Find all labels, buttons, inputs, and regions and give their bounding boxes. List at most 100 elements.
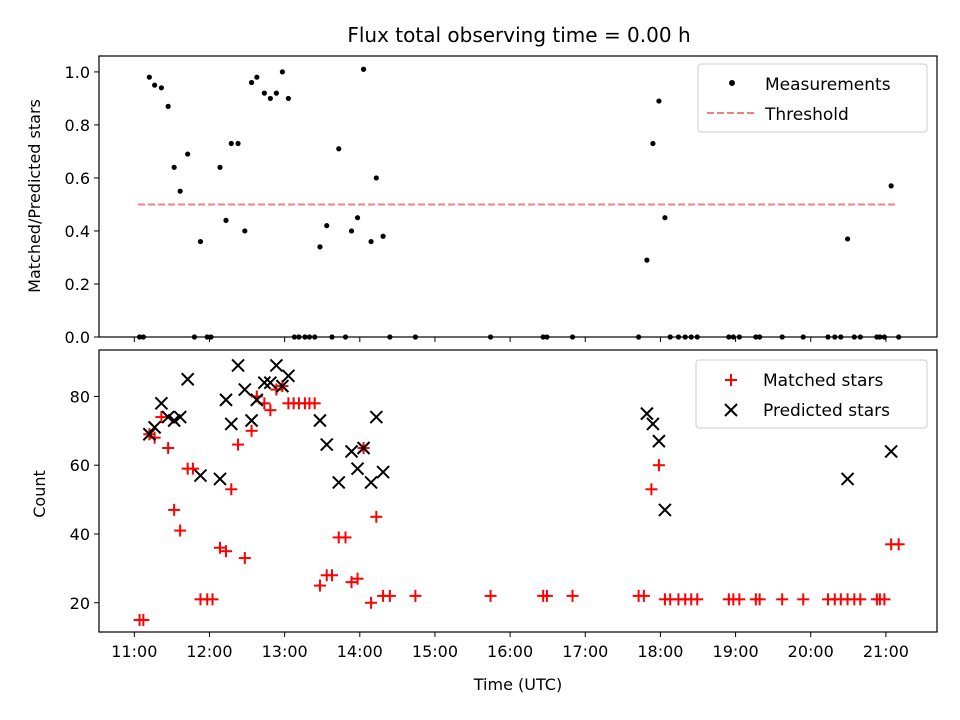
predicted-x-b bbox=[154, 396, 169, 411]
predicted-x-b bbox=[263, 375, 278, 390]
predicted-x-b bbox=[376, 465, 390, 479]
predicted-star-point bbox=[224, 417, 238, 431]
predicted-star-point bbox=[281, 369, 296, 383]
measurement-point bbox=[662, 215, 668, 221]
measurement-point bbox=[254, 74, 260, 80]
measurement-point bbox=[368, 238, 374, 245]
matched-star-point bbox=[220, 545, 233, 558]
predicted-x-b bbox=[147, 420, 162, 435]
predicted-x-b bbox=[646, 417, 660, 431]
predicted-x-b bbox=[652, 434, 666, 448]
matched-star-point bbox=[409, 589, 422, 602]
x-tick-label: 16:00 bbox=[487, 642, 533, 661]
predicted-star-point bbox=[238, 382, 252, 397]
top-y-tick-label: 0.2 bbox=[65, 275, 90, 294]
matched-star-point bbox=[238, 552, 251, 565]
predicted-star-point bbox=[640, 406, 654, 421]
measurement-point bbox=[317, 244, 323, 250]
measurement-point bbox=[197, 238, 204, 245]
predicted-star-point bbox=[269, 358, 284, 373]
matched-star-point bbox=[733, 593, 746, 606]
predicted-x-b bbox=[224, 417, 238, 431]
top-legend-box bbox=[697, 63, 928, 133]
matched-star-point bbox=[566, 589, 579, 602]
matched-star-point bbox=[797, 593, 810, 606]
predicted-x-b bbox=[161, 410, 175, 424]
x-tick-label: 11:00 bbox=[111, 642, 157, 661]
predicted-star-point bbox=[142, 427, 157, 441]
predicted-star-point bbox=[658, 503, 672, 517]
measurement-point bbox=[360, 66, 367, 72]
predicted-x-b bbox=[193, 468, 208, 483]
predicted-star-point bbox=[369, 410, 384, 424]
x-tick-label: 17:00 bbox=[562, 642, 608, 661]
matched-star-point bbox=[339, 531, 352, 544]
measurement-point bbox=[336, 146, 342, 152]
matched-star-point bbox=[148, 431, 161, 444]
matched-star-point bbox=[753, 593, 766, 606]
predicted-star-point bbox=[154, 396, 169, 411]
top-y-tick-label: 0.4 bbox=[65, 222, 90, 241]
measurement-point bbox=[656, 98, 662, 104]
matched-star-point bbox=[776, 593, 789, 606]
predicted-star-point bbox=[275, 379, 290, 393]
measurement-point bbox=[171, 164, 177, 170]
legend-predicted-marker bbox=[724, 403, 738, 417]
predicted-x-b bbox=[180, 372, 195, 386]
predicted-star-point bbox=[332, 475, 346, 490]
measurement-point bbox=[285, 95, 291, 102]
top-plot-frame bbox=[98, 55, 938, 338]
matched-star-point bbox=[370, 510, 383, 523]
x-tick-label: 20:00 bbox=[788, 642, 834, 661]
predicted-star-point bbox=[344, 444, 359, 459]
matched-star-point bbox=[854, 593, 867, 606]
predicted-x-b bbox=[356, 441, 371, 455]
matched-star-point bbox=[484, 589, 497, 602]
predicted-x-b bbox=[250, 393, 264, 407]
measurement-point bbox=[248, 79, 255, 86]
bottom-legend-box bbox=[695, 359, 928, 429]
matched-star-point bbox=[245, 424, 258, 437]
predicted-x-b bbox=[142, 427, 157, 441]
matched-star-point bbox=[637, 589, 650, 602]
matched-star-point bbox=[214, 541, 227, 554]
legend-threshold-label: Threshold bbox=[764, 105, 849, 125]
bottom-y-tick-label: 80 bbox=[70, 387, 90, 406]
bottom-y-tick-label: 20 bbox=[70, 594, 90, 613]
predicted-star-point bbox=[313, 413, 327, 428]
measurement-point bbox=[888, 183, 894, 189]
matched-star-point bbox=[225, 483, 238, 496]
measurement-point bbox=[152, 82, 158, 88]
predicted-x-b bbox=[640, 406, 654, 421]
x-tick-label: 21:00 bbox=[863, 642, 909, 661]
measurement-point bbox=[650, 140, 656, 147]
x-tick-label: 13:00 bbox=[262, 642, 308, 661]
top-y-tick-label: 0.6 bbox=[65, 169, 90, 188]
measurement-point bbox=[324, 223, 330, 229]
top-y-axis-label: Matched/Predicted stars bbox=[25, 99, 44, 293]
predicted-x-b bbox=[244, 413, 259, 428]
matched-star-point bbox=[137, 613, 150, 626]
measurement-point bbox=[223, 217, 229, 223]
predicted-x-b bbox=[320, 437, 334, 452]
matched-star-point bbox=[308, 397, 321, 410]
matched-star-point bbox=[325, 569, 338, 582]
top-legend: Measurements Threshold bbox=[697, 63, 928, 133]
measurement-point bbox=[373, 175, 379, 181]
count-series bbox=[133, 358, 905, 626]
predicted-star-point bbox=[840, 472, 855, 486]
matched-star-point bbox=[232, 438, 245, 451]
matched-star-point bbox=[351, 572, 364, 585]
measurement-point bbox=[273, 90, 279, 96]
predicted-x-b bbox=[364, 475, 378, 490]
matched-star-point bbox=[270, 383, 283, 396]
predicted-star-point bbox=[364, 475, 378, 490]
predicted-star-point bbox=[147, 420, 162, 435]
predicted-star-point bbox=[320, 437, 334, 452]
matched-star-point bbox=[313, 579, 326, 592]
predicted-star-point bbox=[350, 461, 365, 476]
predicted-x-b bbox=[281, 369, 296, 383]
predicted-x-b bbox=[313, 413, 327, 428]
predicted-x-b bbox=[167, 413, 181, 428]
